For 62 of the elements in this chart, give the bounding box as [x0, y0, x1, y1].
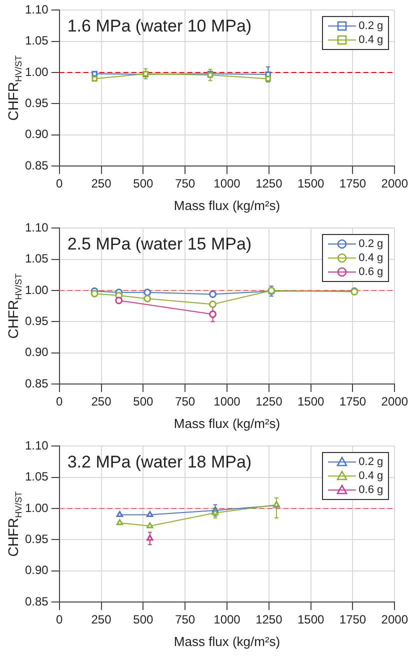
x-tick-label: 1250 — [256, 176, 283, 191]
y-tick-label: 0.90 — [24, 563, 49, 578]
chart-title: 2.5 MPa (water 15 MPa) — [67, 234, 252, 254]
legend-label: 0.6 g — [358, 266, 384, 278]
y-tick-label: 0.85 — [24, 158, 49, 172]
x-tick-label: 1500 — [297, 612, 324, 627]
legend-label: 0.4 g — [358, 470, 384, 482]
x-tick-label: 250 — [91, 612, 112, 627]
y-tick-label: 1.00 — [24, 500, 49, 515]
x-tick-label: 0 — [56, 394, 64, 409]
x-tick-label: 750 — [175, 394, 196, 409]
x-tick-label: 1250 — [256, 394, 283, 409]
x-axis-title: Mass flux (kg/m²s) — [174, 198, 280, 213]
legend-label: 0.2 g — [358, 456, 384, 468]
x-tick-label: 750 — [175, 612, 196, 627]
x-tick-label: 250 — [91, 176, 112, 191]
legend-label: 0.4 g — [358, 252, 384, 264]
y-tick-label: 0.85 — [24, 376, 49, 390]
y-tick-label: 0.95 — [24, 314, 49, 328]
legend-label: 0.6 g — [358, 484, 384, 496]
x-tick-label: 2000 — [381, 394, 408, 409]
chart-title: 1.6 MPa (water 10 MPa) — [67, 16, 252, 36]
y-tick-label: 1.00 — [24, 64, 49, 79]
y-axis-title: CHFRHV/ST — [4, 54, 24, 121]
y-tick-label: 1.05 — [24, 470, 49, 484]
x-tick-label: 500 — [133, 394, 154, 409]
y-axis-title: CHFRHV/ST — [4, 272, 24, 339]
x-axis-title: Mass flux (kg/m²s) — [174, 416, 280, 431]
x-axis-title: Mass flux (kg/m²s) — [174, 634, 280, 649]
y-tick-label: 0.85 — [24, 594, 49, 608]
y-tick-label: 1.05 — [24, 34, 49, 48]
y-axis-title: CHFRHV/ST — [4, 490, 24, 557]
x-tick-label: 750 — [175, 176, 196, 191]
legend-label: 0.2 g — [358, 20, 384, 32]
y-tick-label: 1.10 — [24, 220, 49, 235]
y-tick-label: 0.90 — [24, 345, 49, 360]
legend-label: 0.4 g — [358, 34, 384, 46]
x-tick-label: 1750 — [339, 176, 366, 191]
chart-title: 3.2 MPa (water 18 MPa) — [67, 452, 252, 472]
x-tick-label: 1000 — [214, 176, 241, 191]
x-tick-label: 1750 — [339, 394, 366, 409]
x-tick-label: 1750 — [339, 612, 366, 627]
legend-label: 0.2 g — [358, 238, 384, 250]
y-tick-label: 1.00 — [24, 282, 49, 297]
x-tick-label: 250 — [91, 394, 112, 409]
x-tick-label: 1500 — [297, 394, 324, 409]
x-tick-label: 2000 — [381, 176, 408, 191]
y-tick-label: 0.95 — [24, 532, 49, 546]
y-tick-label: 0.95 — [24, 96, 49, 110]
x-tick-label: 1500 — [297, 176, 324, 191]
x-tick-label: 0 — [56, 612, 64, 627]
x-tick-label: 500 — [133, 612, 154, 627]
x-tick-label: 1250 — [256, 612, 283, 627]
x-tick-label: 1000 — [214, 394, 241, 409]
y-tick-label: 1.10 — [24, 438, 49, 453]
x-tick-label: 500 — [133, 176, 154, 191]
x-tick-label: 1000 — [214, 612, 241, 627]
y-tick-label: 1.05 — [24, 252, 49, 266]
x-tick-label: 0 — [56, 176, 64, 191]
y-tick-label: 1.10 — [24, 2, 49, 17]
y-tick-label: 0.90 — [24, 127, 49, 142]
x-tick-label: 2000 — [381, 612, 408, 627]
